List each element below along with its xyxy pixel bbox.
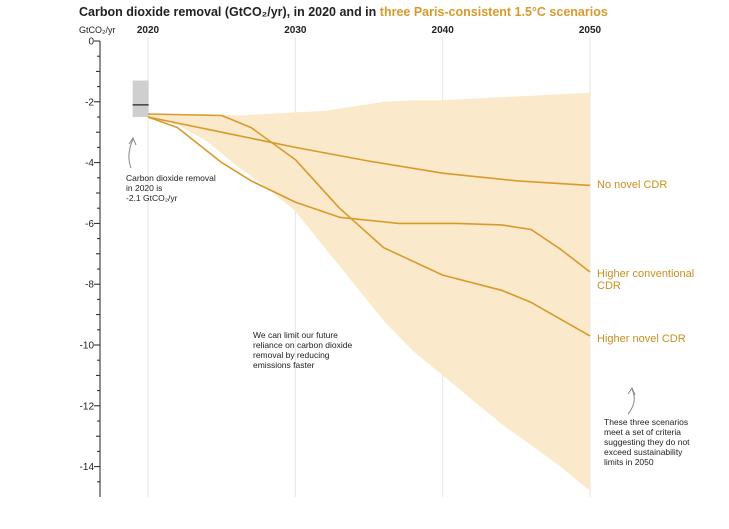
arrowhead-cdr-2020 <box>128 136 137 146</box>
annotation-reliance: We can limit our future reliance on carb… <box>253 330 352 370</box>
series-label-line: CDR <box>597 280 621 292</box>
series-label-higher-novel-cdr: Higher novel CDR <box>597 333 686 345</box>
scenario-range-band <box>148 92 590 491</box>
x-tick-label: 2030 <box>284 25 307 36</box>
y-tick-label: -10 <box>80 341 95 352</box>
y-tick-label: -12 <box>80 401 95 412</box>
y-tick-label: -8 <box>85 280 94 291</box>
annotation-line: We can limit our future <box>253 330 338 340</box>
annotation-line: in 2020 is <box>126 183 163 193</box>
arrow-cdr-2020 <box>128 138 134 169</box>
annotation-line: meet a set of criteria <box>604 427 682 437</box>
y-tick-label: 0 <box>88 37 94 48</box>
annotation-line: limits in 2050 <box>604 457 654 467</box>
y-tick-label: -14 <box>80 462 95 473</box>
x-tick-label: 2020 <box>137 25 160 36</box>
series-label-line: Higher conventional <box>597 268 695 280</box>
annotation-line: suggesting they do not <box>604 437 690 447</box>
y-tick-label: -4 <box>85 158 94 169</box>
annotation-line: removal by reducing <box>253 350 330 360</box>
cdr-2020-range-box <box>132 80 149 117</box>
arrowhead-criteria <box>627 386 636 396</box>
chart-title: Carbon dioxide removal (GtCO₂/yr), in 20… <box>79 5 608 19</box>
annotation-line: exceed sustainability <box>604 447 683 457</box>
series-label-higher-conventional-cdr: Higher conventional CDR <box>597 268 694 292</box>
annotation-line: Carbon dioxide removal <box>126 173 216 183</box>
x-tick-label: 2050 <box>579 25 602 36</box>
series-label-no-novel-cdr: No novel CDR <box>597 179 667 191</box>
chart-title-highlight: three Paris-consistent 1.5°C scenarios <box>379 5 608 19</box>
annotation-line: reliance on carbon dioxide <box>253 340 353 350</box>
series-line-higher-novel-cdr <box>147 116 591 273</box>
series-label-line: Higher novel CDR <box>597 333 686 345</box>
annotation-line: -2.1 GtCO₂/yr <box>126 193 178 203</box>
series-label-line: No novel CDR <box>597 179 668 191</box>
y-axis-label: GtCO₂/yr <box>79 25 116 35</box>
annotation-cdr-2020: Carbon dioxide removal in 2020 is -2.1 G… <box>126 173 216 203</box>
x-tick-labels: 2020 2030 2040 2050 <box>137 25 602 36</box>
annotation-line: These three scenarios <box>604 417 689 427</box>
chart-title-main: Carbon dioxide removal (GtCO₂/yr), in 20… <box>79 5 377 19</box>
annotation-criteria: These three scenarios meet a set of crit… <box>604 417 690 467</box>
cdr-2020-marker <box>132 80 149 117</box>
series-line-no-novel-cdr <box>147 116 591 187</box>
series-line-higher-conventional-cdr <box>147 113 591 337</box>
scenario-lines <box>147 113 591 337</box>
annotation-line: emissions faster <box>253 360 315 370</box>
x-tick-label: 2040 <box>432 25 455 36</box>
annotation-arrows <box>128 136 636 415</box>
y-axis: 0 -2 -4 -6 -8 -10 -12 -14 <box>80 37 101 497</box>
y-tick-label: -6 <box>85 219 94 230</box>
y-tick-label: -2 <box>85 97 94 108</box>
